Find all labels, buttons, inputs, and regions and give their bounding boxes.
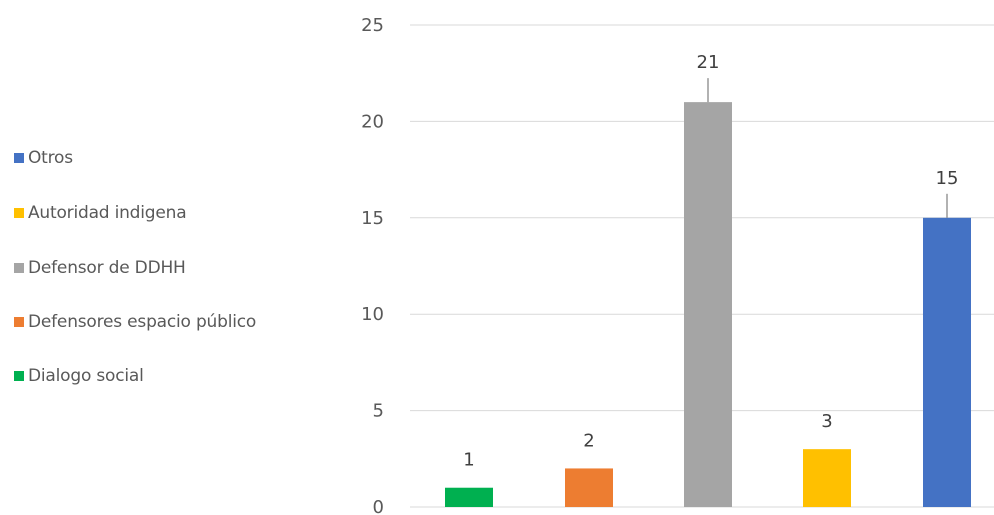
bar-defensor-de-ddhh <box>684 102 732 508</box>
bar-otros <box>923 217 971 508</box>
bars <box>445 102 971 508</box>
legend-label-otros: Otros <box>28 148 73 168</box>
data-label-autoridad-indigena: 3 <box>821 411 832 432</box>
data-label-dialogo-social: 1 <box>463 450 474 471</box>
data-labels: 1 2 21 3 15 <box>463 52 958 471</box>
legend-swatch-defensor-ddhh <box>14 263 24 273</box>
y-tick-label-20: 20 <box>361 111 384 132</box>
legend-swatch-dialogo-social <box>14 371 24 381</box>
legend-item-autoridad-indigena: Autoridad indigena <box>14 202 187 224</box>
legend-label-defensores-espacio-publico: Defensores espacio público <box>28 312 257 332</box>
error-bars <box>707 78 948 218</box>
legend-label-autoridad-indigena: Autoridad indigena <box>28 203 187 223</box>
data-label-defensor-de-ddhh: 21 <box>697 52 720 73</box>
bar-dialogo-social <box>445 487 493 507</box>
legend-label-defensor-ddhh: Defensor de DDHH <box>28 258 186 278</box>
y-tick-label-5: 5 <box>373 401 384 422</box>
y-tick-label-0: 0 <box>373 497 384 515</box>
legend-label-dialogo-social: Dialogo social <box>28 366 144 386</box>
y-tick-label-25: 25 <box>361 15 384 36</box>
bar-autoridad-indigena <box>803 449 851 507</box>
legend-swatch-defensores-espacio-publico <box>14 317 24 327</box>
legend-item-otros: Otros <box>14 147 73 169</box>
y-tick-label-10: 10 <box>361 304 384 325</box>
data-label-defensores-espacio-p-blico: 2 <box>583 430 594 451</box>
y-tick-label-15: 15 <box>361 208 384 229</box>
legend-item-defensor-ddhh: Defensor de DDHH <box>14 257 186 279</box>
bar-defensores-espacio-p-blico <box>565 468 613 507</box>
legend-item-dialogo-social: Dialogo social <box>14 365 144 387</box>
legend-item-defensores-espacio-publico: Defensores espacio público <box>14 311 256 333</box>
legend-swatch-autoridad-indigena <box>14 208 24 218</box>
data-label-otros: 15 <box>936 168 959 189</box>
y-axis-tick-labels: 0 5 10 15 20 25 <box>361 15 384 515</box>
legend-swatch-otros <box>14 153 24 163</box>
